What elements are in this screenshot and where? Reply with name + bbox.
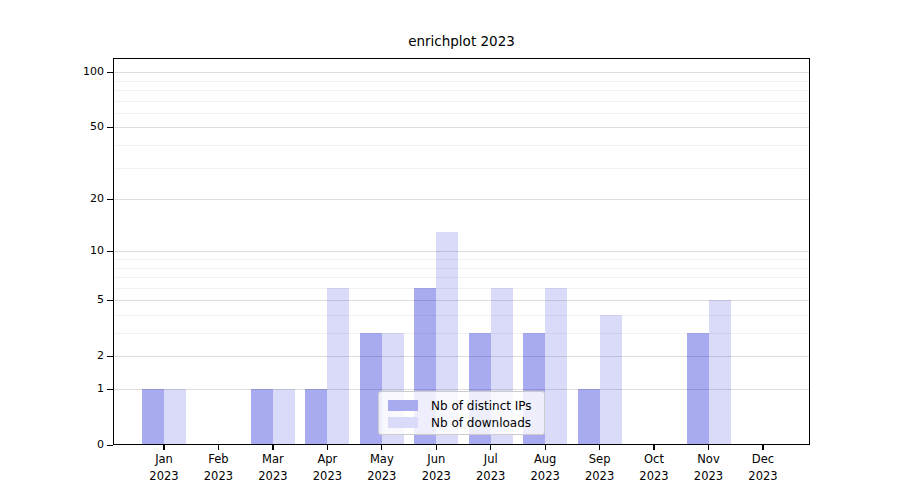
x-tick-mark-apr (327, 445, 328, 450)
gridline-y-10 (113, 251, 810, 252)
legend-item-downloads: Nb of downloads (388, 414, 544, 431)
bar-distinct-ips-apr (305, 389, 327, 445)
bar-downloads-sep (600, 315, 622, 445)
x-tick-mark-jan (163, 445, 164, 450)
gridline-y-9 (113, 259, 810, 260)
gridline-y-70 (113, 101, 810, 102)
plot-area: Nb of distinct IPs Nb of downloads (113, 58, 810, 445)
y-tick-label-1: 1 (0, 381, 104, 397)
legend-label-downloads: Nb of downloads (431, 416, 531, 430)
x-tick-label-may: May2023 (352, 451, 412, 485)
x-tick-mark-aug (545, 445, 546, 450)
y-tick-label-2: 2 (0, 348, 104, 364)
x-tick-label-sep: Sep2023 (570, 451, 630, 485)
bar-downloads-apr (327, 288, 349, 445)
x-tick-mark-dec (762, 445, 763, 450)
bar-distinct-ips-mar (251, 389, 273, 445)
x-tick-label-feb: Feb2023 (188, 451, 248, 485)
legend: Nb of distinct IPs Nb of downloads (378, 391, 545, 435)
bar-distinct-ips-sep (578, 389, 600, 445)
gridline-y-2 (113, 356, 810, 357)
x-tick-label-jun: Jun2023 (406, 451, 466, 485)
x-tick-mark-jul (490, 445, 491, 450)
x-tick-label-apr: Apr2023 (297, 451, 357, 485)
legend-label-distinct-ips: Nb of distinct IPs (431, 399, 532, 413)
gridline-y-40 (113, 145, 810, 146)
y-tick-label-0: 0 (0, 437, 104, 453)
x-tick-label-nov: Nov2023 (679, 451, 739, 485)
gridline-y-8 (113, 268, 810, 269)
x-tick-label-mar: Mar2023 (243, 451, 303, 485)
x-tick-mark-sep (599, 445, 600, 450)
x-tick-label-dec: Dec2023 (733, 451, 793, 485)
gridline-y-100 (113, 72, 810, 73)
figure: enrichplot 2023 Nb of distinct IPs Nb of… (0, 0, 900, 500)
gridline-y-4 (113, 315, 810, 316)
x-tick-label-jul: Jul2023 (461, 451, 521, 485)
x-tick-mark-oct (653, 445, 654, 450)
legend-swatch-distinct-ips (388, 400, 418, 411)
chart-title: enrichplot 2023 (113, 33, 810, 49)
y-tick-label-100: 100 (0, 64, 104, 80)
gridline-y-1 (113, 389, 810, 390)
gridline-y-5 (113, 300, 810, 301)
gridline-y-3 (113, 333, 810, 334)
bar-downloads-mar (273, 389, 295, 445)
gridline-y-90 (113, 81, 810, 82)
gridline-y-60 (113, 113, 810, 114)
gridline-y-6 (113, 288, 810, 289)
x-tick-label-oct: Oct2023 (624, 451, 684, 485)
y-tick-label-50: 50 (0, 119, 104, 135)
gridline-y-30 (113, 168, 810, 169)
y-tick-label-5: 5 (0, 292, 104, 308)
gridline-y-50 (113, 127, 810, 128)
bar-distinct-ips-jan (142, 389, 164, 445)
y-tick-label-10: 10 (0, 243, 104, 259)
y-tick-label-20: 20 (0, 191, 104, 207)
x-tick-mark-mar (272, 445, 273, 450)
gridline-y-80 (113, 90, 810, 91)
y-tick-mark-0 (107, 445, 113, 446)
gridline-y-7 (113, 277, 810, 278)
legend-item-distinct-ips: Nb of distinct IPs (388, 397, 544, 414)
x-tick-mark-jun (436, 445, 437, 450)
x-tick-mark-may (381, 445, 382, 450)
bar-downloads-aug (545, 288, 567, 445)
legend-swatch-downloads (388, 417, 418, 428)
x-tick-mark-nov (708, 445, 709, 450)
x-tick-label-aug: Aug2023 (515, 451, 575, 485)
bar-downloads-jan (164, 389, 186, 445)
x-tick-mark-feb (218, 445, 219, 450)
x-tick-label-jan: Jan2023 (134, 451, 194, 485)
gridline-y-20 (113, 199, 810, 200)
bar-downloads-nov (709, 300, 731, 445)
